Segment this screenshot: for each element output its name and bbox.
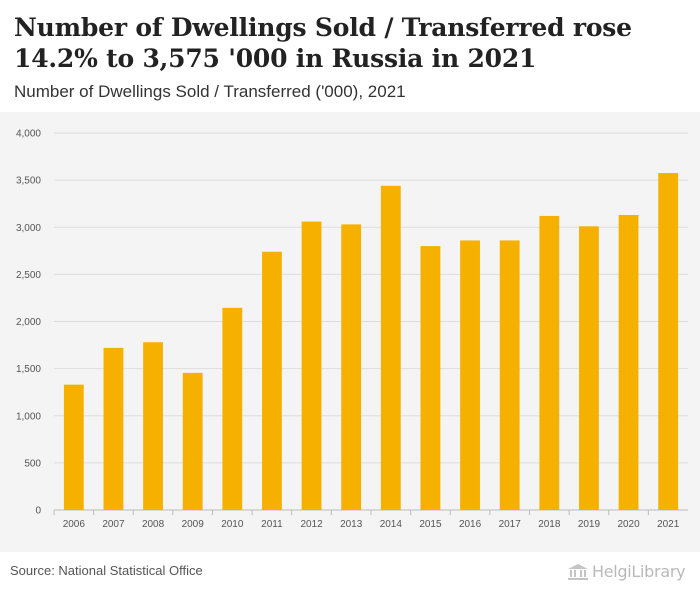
y-tick-label: 2,000 (16, 317, 41, 328)
bar-2020[interactable] (618, 214, 639, 510)
x-tick-label: 2015 (419, 519, 442, 530)
x-tick-label: 2020 (617, 519, 640, 530)
bar-2015[interactable] (420, 246, 441, 510)
helgi-library-logo[interactable]: HelgiLibrary (568, 562, 686, 581)
x-tick-label: 2017 (499, 519, 522, 530)
bar-2010[interactable] (222, 307, 243, 510)
x-tick-label: 2006 (63, 519, 86, 530)
x-tick-label: 2014 (380, 519, 403, 530)
building-columns-icon (568, 563, 588, 580)
y-tick-label: 3,000 (16, 223, 41, 234)
x-tick-label: 2016 (459, 519, 482, 530)
bar-2017[interactable] (499, 240, 520, 510)
x-tick-label: 2019 (578, 519, 601, 530)
bar-2013[interactable] (341, 224, 362, 511)
x-tick-label: 2007 (102, 519, 125, 530)
x-tick-label: 2008 (142, 519, 165, 530)
y-tick-label: 3,500 (16, 176, 41, 187)
bar-2007[interactable] (103, 347, 124, 510)
x-tick-label: 2018 (538, 519, 561, 530)
y-tick-label: 500 (24, 458, 41, 469)
chart-subtitle: Number of Dwellings Sold / Transferred (… (14, 82, 406, 101)
bar-2006[interactable] (63, 384, 84, 510)
y-tick-label: 2,500 (16, 270, 41, 281)
bar-2012[interactable] (301, 221, 322, 510)
x-tick-label: 2013 (340, 519, 363, 530)
x-tick-label: 2011 (261, 519, 283, 530)
bar-2018[interactable] (539, 215, 560, 510)
chart-title: Number of Dwellings Sold / Transferred r… (14, 13, 632, 73)
y-tick-label: 1,500 (16, 364, 41, 375)
x-tick-label: 2009 (182, 519, 205, 530)
y-tick-label: 4,000 (16, 129, 41, 140)
y-tick-label: 1,000 (16, 411, 41, 422)
x-tick-label: 2012 (300, 519, 323, 530)
bar-2011[interactable] (262, 251, 282, 510)
logo-text: HelgiLibrary (592, 562, 686, 581)
bar-2014[interactable] (380, 185, 401, 510)
bar-2016[interactable] (460, 240, 480, 510)
bar-chart: 0 500 1,000 1,500 2,000 2,500 3,000 3,500 4,000 2… (16, 129, 688, 530)
bar-2021[interactable] (658, 173, 679, 510)
bar-2008[interactable] (143, 342, 163, 510)
bar-2009[interactable] (182, 372, 203, 510)
x-tick-label: 2010 (221, 519, 244, 530)
bar-2019[interactable] (579, 226, 599, 510)
source-note: Source: National Statistical Office (10, 563, 203, 578)
y-tick-label: 0 (35, 506, 41, 517)
x-tick-label: 2021 (657, 519, 680, 530)
